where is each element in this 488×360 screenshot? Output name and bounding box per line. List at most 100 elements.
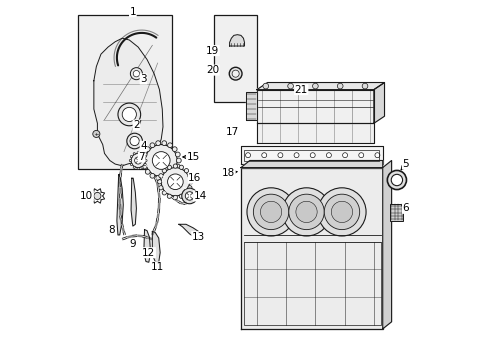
Circle shape — [390, 174, 402, 186]
Polygon shape — [246, 92, 256, 121]
Circle shape — [324, 194, 359, 230]
Circle shape — [159, 174, 163, 178]
Polygon shape — [241, 161, 382, 168]
Circle shape — [94, 192, 101, 199]
Circle shape — [175, 152, 180, 157]
Circle shape — [342, 153, 347, 158]
Polygon shape — [256, 82, 384, 90]
Circle shape — [309, 153, 315, 158]
Circle shape — [126, 133, 142, 149]
Circle shape — [261, 153, 266, 158]
Circle shape — [142, 152, 147, 157]
Circle shape — [122, 107, 136, 122]
Circle shape — [232, 70, 239, 77]
Circle shape — [141, 158, 146, 163]
Circle shape — [167, 165, 171, 170]
Circle shape — [386, 170, 406, 190]
Circle shape — [162, 175, 166, 180]
Polygon shape — [373, 82, 384, 123]
Circle shape — [175, 164, 180, 169]
Circle shape — [156, 141, 160, 145]
Circle shape — [143, 156, 146, 158]
Circle shape — [326, 153, 331, 158]
Polygon shape — [229, 35, 244, 46]
Circle shape — [93, 130, 100, 138]
Text: 13: 13 — [191, 232, 204, 242]
Circle shape — [141, 153, 143, 155]
Text: 18: 18 — [222, 168, 235, 178]
Circle shape — [159, 186, 163, 190]
Circle shape — [245, 153, 250, 158]
Circle shape — [137, 167, 139, 170]
Polygon shape — [131, 178, 136, 226]
Circle shape — [167, 194, 171, 198]
Circle shape — [188, 180, 193, 184]
Circle shape — [253, 194, 288, 230]
Circle shape — [173, 195, 177, 199]
Circle shape — [157, 180, 162, 184]
Circle shape — [130, 68, 142, 80]
Circle shape — [179, 194, 183, 198]
Text: 5: 5 — [402, 159, 408, 169]
Circle shape — [179, 165, 183, 170]
Polygon shape — [241, 146, 382, 164]
Circle shape — [287, 83, 293, 89]
Circle shape — [184, 168, 188, 173]
Circle shape — [277, 153, 282, 158]
Circle shape — [229, 67, 242, 80]
Circle shape — [184, 191, 188, 195]
Bar — [78, 15, 171, 169]
Text: 10: 10 — [80, 191, 93, 201]
Circle shape — [162, 168, 166, 173]
Circle shape — [156, 175, 160, 180]
Text: 8: 8 — [108, 225, 115, 235]
Circle shape — [161, 168, 189, 196]
Circle shape — [162, 141, 166, 145]
Circle shape — [133, 71, 139, 77]
Circle shape — [176, 158, 181, 163]
Circle shape — [260, 201, 281, 222]
Text: 7: 7 — [138, 152, 145, 162]
Circle shape — [362, 83, 367, 89]
Text: 16: 16 — [188, 173, 201, 183]
Circle shape — [263, 83, 268, 89]
Polygon shape — [152, 231, 160, 262]
Text: 2: 2 — [133, 120, 140, 130]
Circle shape — [185, 192, 193, 200]
Circle shape — [167, 174, 183, 190]
Circle shape — [282, 188, 330, 236]
Circle shape — [144, 159, 147, 162]
Text: 19: 19 — [205, 46, 219, 56]
Polygon shape — [143, 230, 150, 262]
Text: 12: 12 — [142, 248, 155, 258]
Circle shape — [187, 174, 192, 178]
Text: 1: 1 — [129, 6, 136, 17]
Circle shape — [293, 153, 299, 158]
Text: 17: 17 — [225, 127, 238, 137]
Circle shape — [130, 136, 139, 145]
Circle shape — [133, 166, 135, 168]
Circle shape — [337, 83, 343, 89]
Circle shape — [150, 143, 155, 148]
Text: 3: 3 — [140, 74, 146, 84]
Polygon shape — [382, 161, 391, 329]
Text: 14: 14 — [193, 191, 206, 201]
Circle shape — [130, 163, 132, 166]
Polygon shape — [256, 123, 373, 143]
Polygon shape — [117, 175, 123, 235]
Circle shape — [143, 163, 146, 166]
Circle shape — [358, 153, 363, 158]
Circle shape — [317, 188, 366, 236]
Circle shape — [331, 201, 352, 222]
Circle shape — [152, 152, 170, 169]
Text: 15: 15 — [186, 152, 199, 162]
Circle shape — [145, 145, 177, 176]
Circle shape — [134, 157, 142, 164]
Text: 9: 9 — [129, 239, 136, 249]
Circle shape — [167, 174, 172, 178]
Polygon shape — [179, 224, 200, 238]
Circle shape — [118, 103, 141, 126]
Circle shape — [142, 164, 147, 169]
Circle shape — [162, 191, 166, 195]
Polygon shape — [94, 38, 163, 166]
